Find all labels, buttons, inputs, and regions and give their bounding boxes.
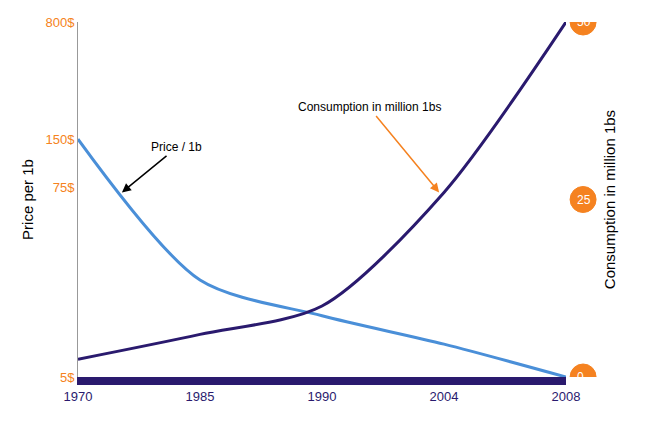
svg-text:1990: 1990: [308, 389, 337, 404]
svg-text:75$: 75$: [53, 180, 75, 195]
svg-text:Consumption in million 1bs: Consumption in million 1bs: [601, 110, 618, 289]
svg-text:150$: 150$: [45, 132, 75, 147]
svg-text:2008: 2008: [552, 389, 581, 404]
svg-text:5$: 5$: [60, 370, 75, 385]
svg-text:1985: 1985: [186, 389, 215, 404]
svg-text:800$: 800$: [45, 15, 75, 30]
svg-text:50: 50: [577, 15, 591, 29]
svg-text:25: 25: [577, 193, 591, 207]
svg-text:0: 0: [577, 370, 584, 384]
svg-text:Consumption in million 1bs: Consumption in million 1bs: [298, 100, 441, 114]
svg-text:2004: 2004: [430, 389, 459, 404]
svg-text:Price / 1b: Price / 1b: [151, 140, 202, 154]
svg-text:1970: 1970: [64, 389, 93, 404]
svg-text:Price per 1b: Price per 1b: [19, 159, 36, 240]
